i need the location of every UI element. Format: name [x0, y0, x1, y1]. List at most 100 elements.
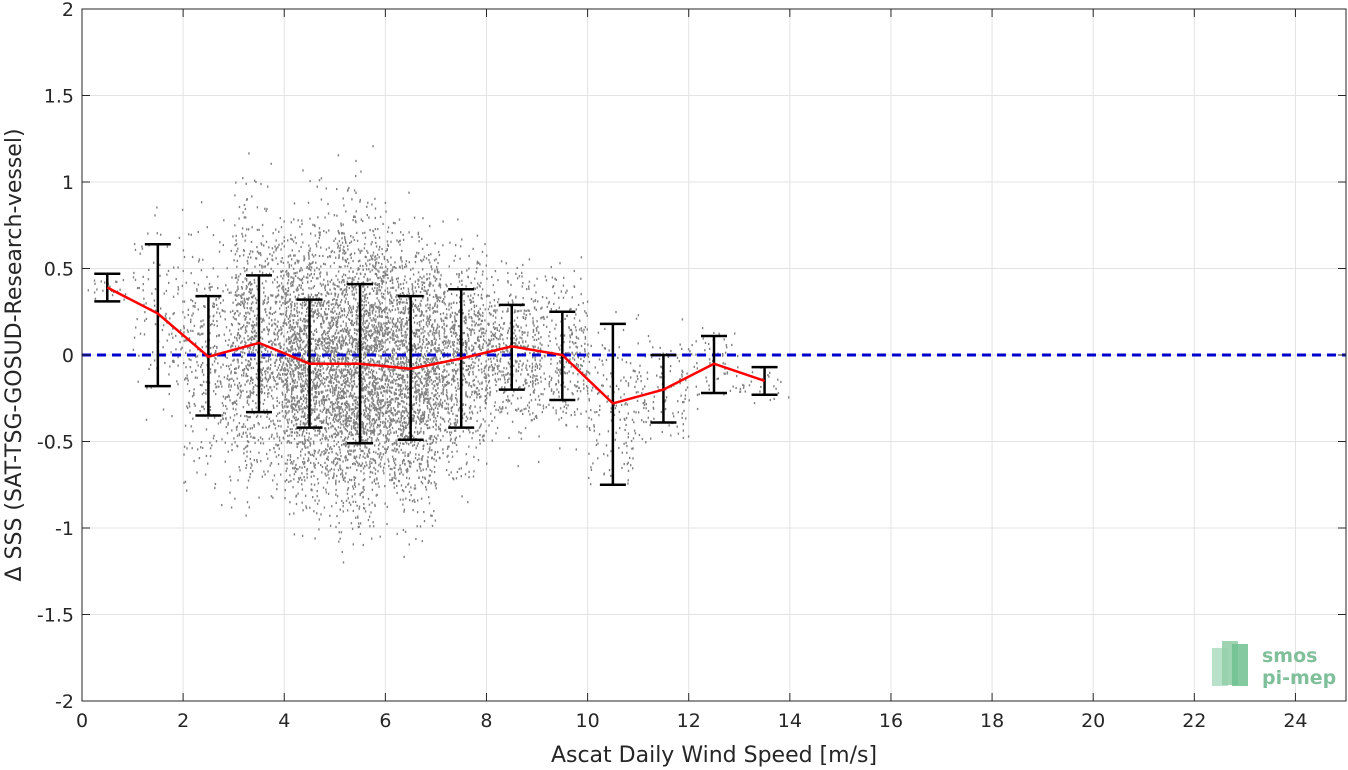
scatter-point: [375, 283, 377, 286]
scatter-point: [319, 372, 321, 375]
scatter-point: [345, 324, 347, 327]
scatter-point: [293, 403, 296, 406]
scatter-point: [346, 488, 349, 491]
scatter-point: [310, 399, 312, 402]
scatter-point: [304, 415, 306, 418]
scatter-point: [342, 510, 344, 513]
scatter-point: [358, 525, 360, 528]
scatter-point: [353, 399, 355, 402]
scatter-point: [235, 399, 238, 402]
scatter-point: [327, 384, 329, 387]
scatter-point: [201, 346, 203, 349]
scatter-point: [248, 252, 251, 256]
scatter-point: [333, 420, 336, 423]
scatter-point: [303, 457, 305, 460]
scatter-point: [260, 354, 263, 357]
scatter-point: [321, 382, 323, 385]
scatter-point: [293, 397, 296, 400]
scatter-point: [355, 443, 357, 446]
scatter-point: [297, 418, 299, 421]
scatter-point: [363, 333, 366, 336]
scatter-point: [354, 357, 356, 360]
scatter-point: [325, 389, 327, 392]
scatter-point: [270, 495, 273, 498]
scatter-point: [295, 405, 297, 408]
scatter-point: [224, 318, 226, 321]
scatter-point: [280, 333, 282, 336]
scatter-point: [116, 280, 118, 284]
scatter-point: [233, 351, 236, 354]
scatter-point: [298, 351, 300, 354]
scatter-point: [312, 370, 314, 373]
scatter-point: [382, 399, 384, 402]
scatter-point: [260, 390, 262, 393]
scatter-point: [362, 426, 364, 429]
scatter-point: [280, 442, 283, 445]
scatter-point: [323, 310, 326, 314]
scatter-point: [349, 449, 351, 452]
scatter-point: [310, 301, 312, 304]
scatter-point: [365, 386, 367, 389]
scatter-point: [343, 280, 345, 283]
scatter-point: [266, 380, 269, 383]
scatter-point: [255, 322, 258, 325]
scatter-point: [212, 234, 215, 237]
scatter-point: [344, 360, 346, 363]
scatter-point: [242, 374, 245, 377]
scatter-point: [345, 374, 347, 377]
scatter-point: [313, 269, 316, 272]
scatter-point: [162, 346, 164, 349]
scatter-point: [284, 383, 287, 386]
scatter-point: [313, 378, 315, 381]
scatter-point: [284, 300, 286, 303]
scatter-point: [320, 313, 322, 316]
scatter-point: [318, 231, 320, 234]
scatter-point: [244, 277, 246, 280]
scatter-point: [290, 312, 292, 315]
scatter-point: [301, 501, 303, 504]
scatter-point: [358, 456, 361, 459]
scatter-point: [249, 450, 252, 453]
scatter-point: [328, 451, 330, 455]
scatter-point: [351, 198, 353, 201]
scatter-point: [337, 406, 339, 409]
scatter-point: [182, 249, 185, 252]
scatter-point: [365, 372, 367, 375]
scatter-point: [312, 333, 314, 336]
scatter-point: [378, 301, 381, 304]
scatter-point: [336, 326, 339, 329]
scatter-point: [357, 248, 360, 251]
scatter-point: [374, 286, 376, 290]
scatter-point: [201, 384, 203, 387]
scatter-point: [286, 315, 288, 318]
scatter-point: [366, 406, 368, 409]
scatter-point: [297, 468, 299, 471]
scatter-point: [360, 449, 362, 453]
scatter-point: [340, 411, 342, 414]
scatter-point: [316, 512, 318, 515]
scatter-point: [318, 179, 321, 182]
scatter-point: [375, 261, 378, 264]
scatter-point: [268, 417, 271, 420]
scatter-point: [225, 364, 228, 368]
scatter-point: [336, 343, 338, 347]
scatter-point: [351, 495, 353, 498]
scatter-point: [376, 274, 378, 277]
scatter-point: [354, 275, 356, 279]
scatter-point: [331, 434, 333, 437]
scatter-point: [383, 322, 385, 325]
scatter-point: [342, 290, 344, 293]
scatter-point: [291, 387, 293, 390]
scatter-point: [345, 395, 348, 398]
scatter-point: [358, 462, 360, 465]
scatter-point: [282, 385, 284, 388]
scatter-point: [352, 462, 354, 466]
scatter-point: [367, 399, 369, 402]
scatter-point: [359, 454, 361, 457]
scatter-point: [334, 338, 336, 341]
scatter-point: [378, 456, 380, 459]
scatter-point: [340, 300, 342, 304]
scatter-point: [365, 406, 367, 409]
scatter-point: [351, 408, 353, 411]
scatter-point: [325, 448, 327, 451]
